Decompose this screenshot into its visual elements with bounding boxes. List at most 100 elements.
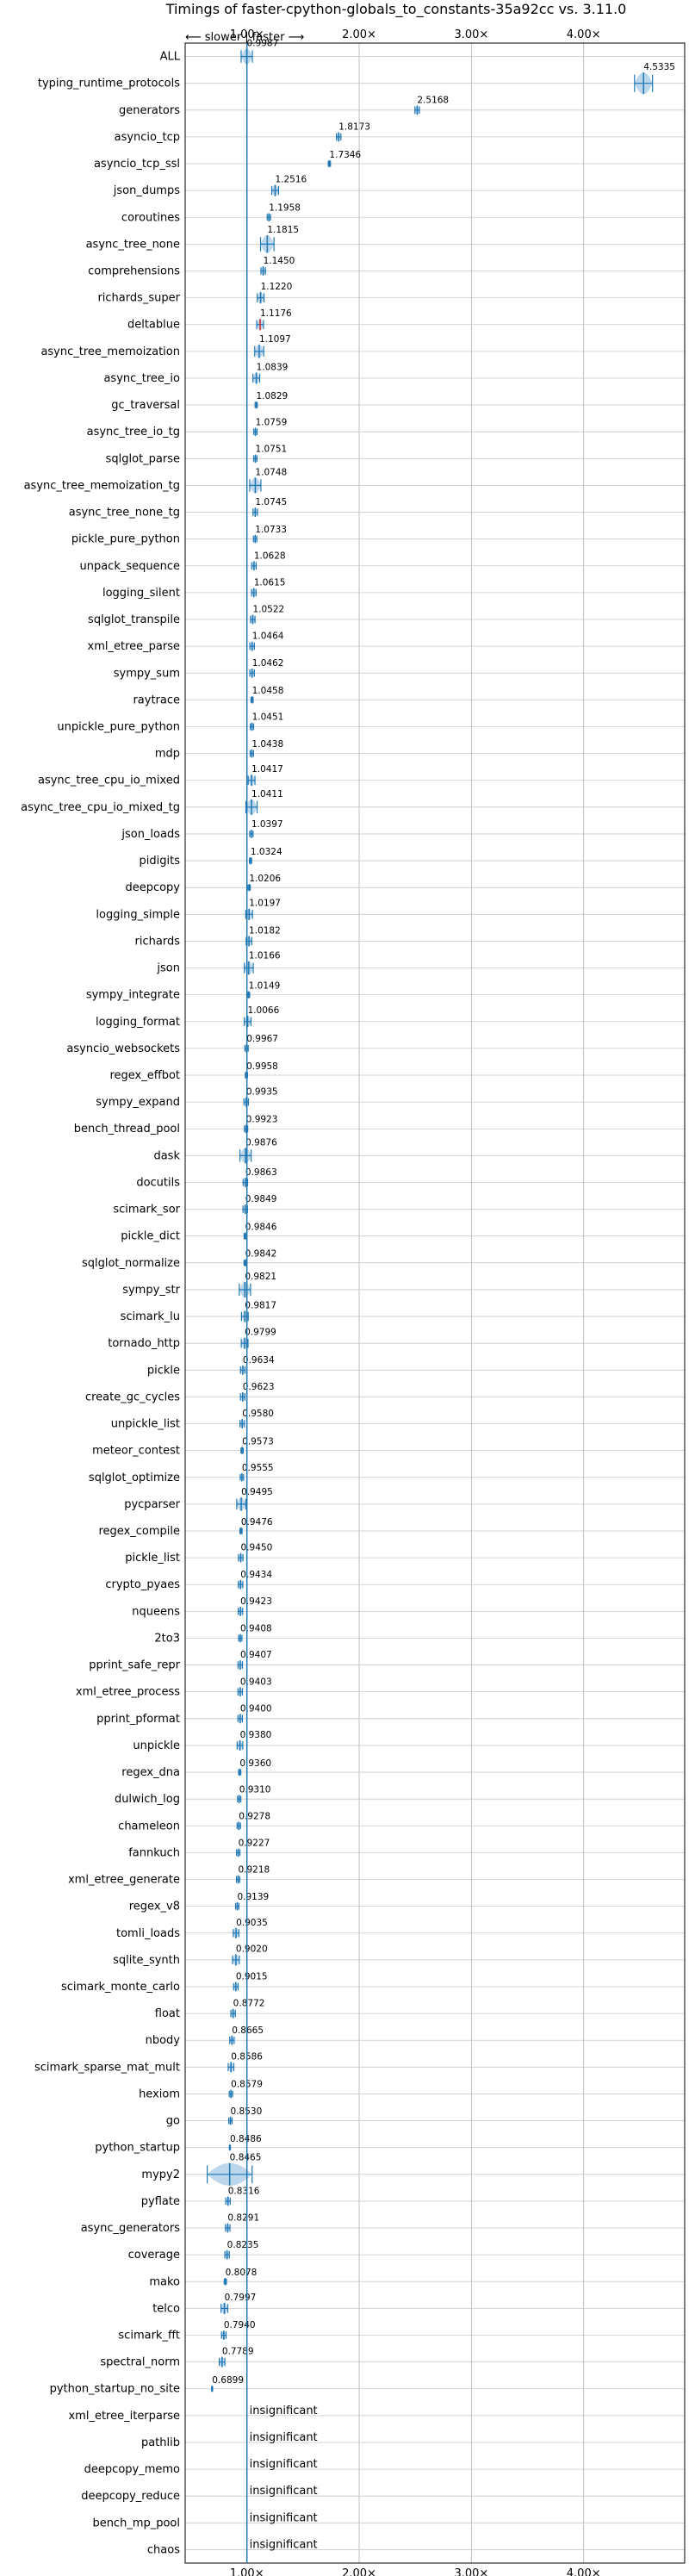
category-label: asyncio_websockets [66,1042,180,1055]
category-label: pidigits [140,855,181,868]
data-label: 1.0759 [256,417,288,427]
category-label: gc_traversal [111,399,180,412]
category-label: unpickle_pure_python [57,720,180,733]
data-label: 1.0462 [252,658,284,669]
category-label: fannkuch [128,1846,180,1859]
data-label: 1.0733 [255,525,287,535]
category-label: scimark_monte_carlo [61,1981,180,1994]
insignificant-label: insignificant [250,2458,318,2471]
category-label: deepcopy_memo [84,2463,180,2476]
data-label: 0.9218 [238,1865,270,1876]
data-label: 1.0197 [249,899,281,909]
x-tick-label-bottom: 3.00× [454,2567,488,2576]
data-label: 0.9923 [246,1114,278,1124]
data-label: 0.9035 [236,1918,268,1928]
category-label: logging_simple [96,908,180,921]
category-label: richards [135,935,181,948]
category-label: async_tree_cpu_io_mixed_tg [21,801,180,814]
data-label: 1.0751 [255,445,287,455]
category-label: dulwich_log [115,1793,180,1806]
category-label: regex_compile [98,1525,180,1538]
data-label: 0.8465 [230,2153,262,2163]
category-label: unpickle_list [111,1418,180,1431]
category-label: json [156,962,180,975]
category-label: telco [152,2302,180,2315]
data-label: 0.8665 [232,2025,264,2036]
data-label: 1.0748 [255,467,287,477]
category-label: raytrace [133,694,180,706]
data-label: 0.9434 [240,1570,272,1580]
category-label: pickle_dict [121,1230,180,1243]
labels-layer: 1.00× 1.00× 2.00× 2.00× 3.00× 3.00× 4.00× 4.00×… [21,28,675,2576]
category-label: bench_thread_pool [74,1123,180,1136]
category-label: tornado_http [108,1337,180,1350]
data-label: 0.9015 [236,1972,268,1982]
data-label: 0.9310 [239,1784,271,1795]
x-tick-label-top: 4.00× [567,28,601,41]
category-label: sympy_sum [114,667,180,680]
data-label: 1.0411 [251,789,283,800]
category-label: 2to3 [154,1632,180,1645]
category-label: typing_runtime_protocols [38,78,180,90]
data-label: 1.0417 [251,764,283,775]
category-label: sqlglot_optimize [89,1472,180,1484]
chart-title: Timings of faster-cpython-globals_to_con… [165,1,627,18]
category-label: pickle [147,1364,180,1377]
x-tick-label-bottom: 1.00× [230,2567,264,2576]
data-label: 1.0745 [255,497,287,507]
data-label: 1.0066 [248,1005,280,1016]
data-label: 1.0438 [251,739,283,750]
data-label: 4.5335 [643,62,675,72]
data-label: 0.9863 [245,1167,277,1178]
x-tick-label-bottom: 2.00× [342,2567,376,2576]
category-label: python_startup [95,2142,180,2155]
data-label: 0.9935 [246,1087,278,1098]
data-label: 0.8316 [228,2187,260,2197]
category-label: unpack_sequence [79,560,180,573]
data-label: 1.1815 [267,225,299,235]
data-label: 1.8173 [338,122,370,133]
category-label: async_tree_memoization [40,345,180,358]
category-label: regex_v8 [129,1901,180,1913]
data-label: 1.0166 [249,951,281,961]
data-label: 0.9634 [243,1355,275,1366]
category-label: meteor_contest [92,1445,180,1458]
category-label: sympy_integrate [86,989,180,1002]
category-label: scimark_fft [118,2330,180,2343]
category-label: create_gc_cycles [85,1391,180,1403]
data-label: 0.9846 [245,1223,277,1233]
data-label: 0.9967 [246,1034,278,1044]
category-label: chameleon [118,1820,180,1832]
data-label: 0.9876 [245,1137,277,1148]
category-label: hexiom [139,2088,180,2100]
data-label: 0.8291 [227,2213,259,2224]
data-label: 0.9400 [240,1703,272,1714]
category-label: json_loads [121,828,180,841]
data-label: 0.8078 [226,2268,258,2278]
category-label: async_tree_none_tg [69,507,180,520]
category-label: generators [119,104,180,117]
category-label: spectral_norm [100,2356,180,2369]
direction-hint: ⟵ slower | faster ⟶ [185,31,304,44]
data-label: 0.9227 [239,1839,270,1849]
category-label: pickle_pure_python [71,533,180,546]
category-label: xml_etree_generate [68,1874,180,1887]
category-label: pprint_safe_repr [89,1659,180,1672]
data-label: 0.9821 [245,1272,276,1282]
data-label: 0.9842 [245,1249,277,1260]
data-label: 0.9020 [236,1944,268,1954]
category-label: bench_mp_pool [92,2517,180,2529]
category-label: logging_format [96,1016,180,1029]
category-label: sqlite_synth [113,1954,180,1967]
category-label: mypy2 [141,2168,180,2181]
data-label: 0.9476 [241,1517,273,1528]
category-label: ALL [160,51,181,64]
category-label: sqlglot_transpile [88,613,180,626]
data-label: 0.8772 [233,1999,265,2009]
data-label: 1.0182 [249,925,281,936]
category-label: asyncio_tcp [115,131,180,144]
category-label: richards_super [97,292,180,305]
category-label: dask [153,1149,180,1162]
category-label: docutils [136,1176,180,1189]
